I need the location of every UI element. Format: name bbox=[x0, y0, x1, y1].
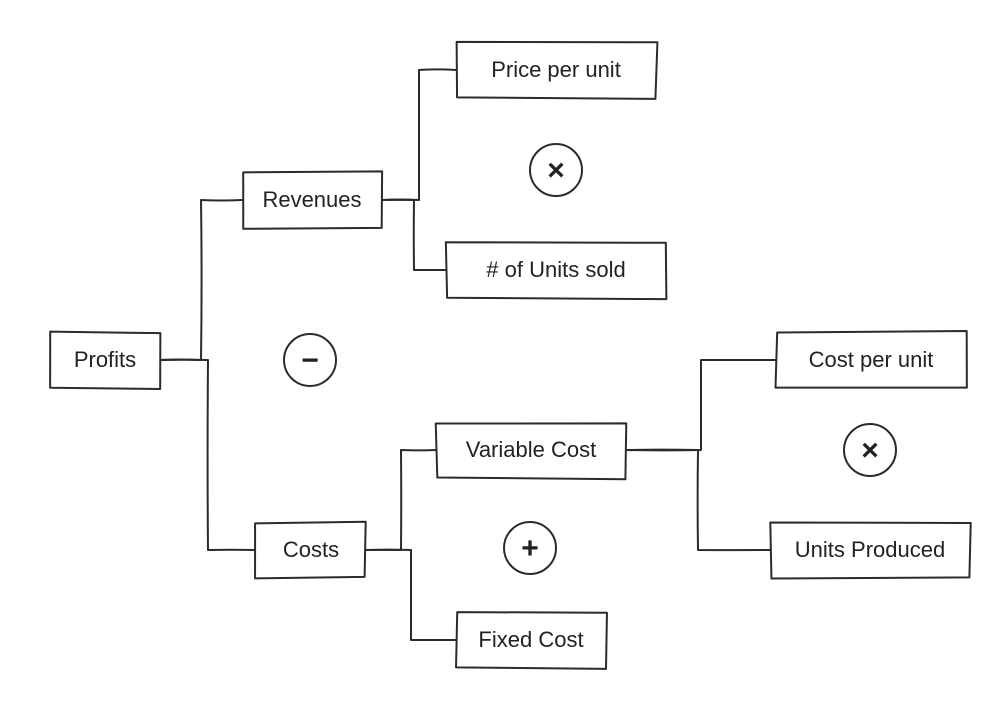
edge-variable_cost-units_produced bbox=[626, 450, 770, 550]
node-cost_per_unit: Cost per unit bbox=[775, 331, 966, 388]
edge-revenues-units_sold bbox=[382, 200, 446, 270]
node-label-units_produced: Units Produced bbox=[795, 537, 945, 562]
node-profits: Profits bbox=[50, 332, 160, 389]
edge-profits-revenues bbox=[160, 200, 242, 360]
node-units_sold: # of Units sold bbox=[446, 242, 667, 299]
operator-times2: × bbox=[844, 424, 896, 476]
node-variable_cost: Variable Cost bbox=[436, 423, 627, 479]
node-revenues: Revenues bbox=[243, 171, 382, 228]
node-price_per_unit: Price per unit bbox=[457, 42, 658, 99]
operator-symbol-times2: × bbox=[861, 434, 879, 467]
node-label-price_per_unit: Price per unit bbox=[491, 57, 621, 82]
edges-layer bbox=[160, 69, 776, 640]
operator-symbol-minus: − bbox=[301, 344, 319, 377]
edge-costs-fixed_cost bbox=[366, 550, 456, 640]
node-label-fixed_cost: Fixed Cost bbox=[478, 627, 583, 652]
operator-plus: + bbox=[504, 522, 556, 574]
edge-profits-costs bbox=[160, 360, 256, 550]
node-label-variable_cost: Variable Cost bbox=[466, 437, 596, 462]
edge-costs-variable_cost bbox=[366, 450, 436, 550]
node-fixed_cost: Fixed Cost bbox=[456, 612, 607, 669]
node-label-revenues: Revenues bbox=[262, 187, 361, 212]
profit-tree-diagram: Profits Revenues Costs Price per unit # of U… bbox=[0, 0, 1000, 701]
node-costs: Costs bbox=[255, 522, 366, 579]
edge-revenues-price_per_unit bbox=[382, 69, 456, 200]
node-label-profits: Profits bbox=[74, 347, 136, 372]
operator-times1: × bbox=[530, 144, 582, 196]
operator-symbol-times1: × bbox=[547, 154, 565, 187]
operator-symbol-plus: + bbox=[521, 532, 539, 565]
nodes-layer: Profits Revenues Costs Price per unit # of U… bbox=[50, 42, 971, 669]
node-label-units_sold: # of Units sold bbox=[486, 257, 625, 282]
edge-variable_cost-cost_per_unit bbox=[626, 360, 776, 450]
operator-minus: − bbox=[284, 334, 336, 386]
node-label-costs: Costs bbox=[283, 537, 339, 562]
node-units_produced: Units Produced bbox=[770, 523, 970, 579]
node-label-cost_per_unit: Cost per unit bbox=[809, 347, 934, 372]
